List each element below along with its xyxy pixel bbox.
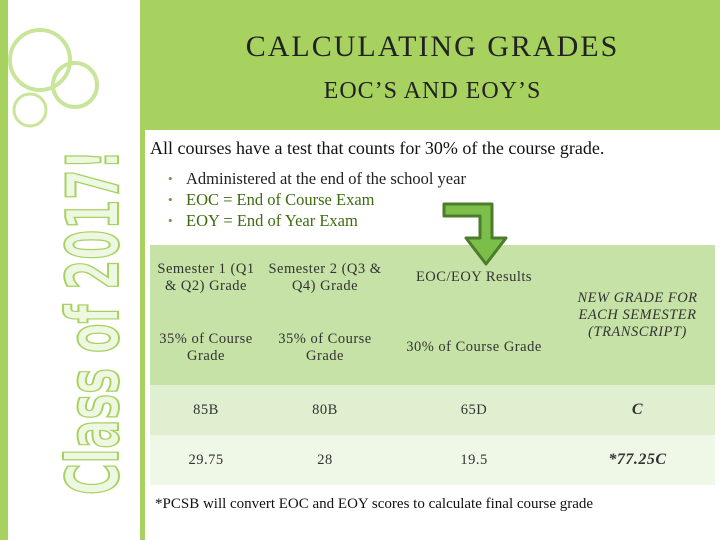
table-cell: 30% of Course Grade xyxy=(388,310,560,385)
table-cell: C xyxy=(560,385,715,435)
table-cell: *77.25C xyxy=(560,435,715,485)
table-cell: 35% of Course Grade xyxy=(150,310,262,385)
bullet: EOC = End of Course Exam xyxy=(168,189,466,210)
table-cell: 35% of Course Grade xyxy=(262,310,388,385)
subtitle: EOC’S AND EOY’S xyxy=(323,78,542,104)
table-cell: 80B xyxy=(262,385,388,435)
bullet: EOY = End of Year Exam xyxy=(168,210,466,231)
table-cell: NEW GRADE FOR EACH SEMESTER (TRANSCRIPT) xyxy=(560,245,715,385)
table-cell: 65D xyxy=(388,385,560,435)
title: CALCULATING GRADES xyxy=(245,30,620,63)
table-cell: 85B xyxy=(150,385,262,435)
table-cell: 19.5 xyxy=(388,435,560,485)
sidebar-art: Class of 2017! xyxy=(0,0,145,540)
table-cell: Semester 2 (Q3 & Q4) Grade xyxy=(262,245,388,310)
bullet-list: Administered at the end of the school ye… xyxy=(168,168,466,231)
sidebar: Class of 2017! xyxy=(0,0,145,540)
arrow-icon xyxy=(442,202,508,266)
table-cell: 28 xyxy=(262,435,388,485)
intro-text: All courses have a test that counts for … xyxy=(150,138,605,158)
sidebar-text: Class of 2017! xyxy=(51,150,135,495)
table-cell: 29.75 xyxy=(150,435,262,485)
grade-table: Semester 1 (Q1 & Q2) Grade Semester 2 (Q… xyxy=(150,245,715,485)
table-cell: Semester 1 (Q1 & Q2) Grade xyxy=(150,245,262,310)
header: CALCULATING GRADES EOC’S AND EOY’S xyxy=(145,0,720,130)
bullet: Administered at the end of the school ye… xyxy=(168,168,466,189)
table-cell: EOC/EOY Results xyxy=(388,245,560,310)
footnote: *PCSB will convert EOC and EOY scores to… xyxy=(155,496,594,512)
